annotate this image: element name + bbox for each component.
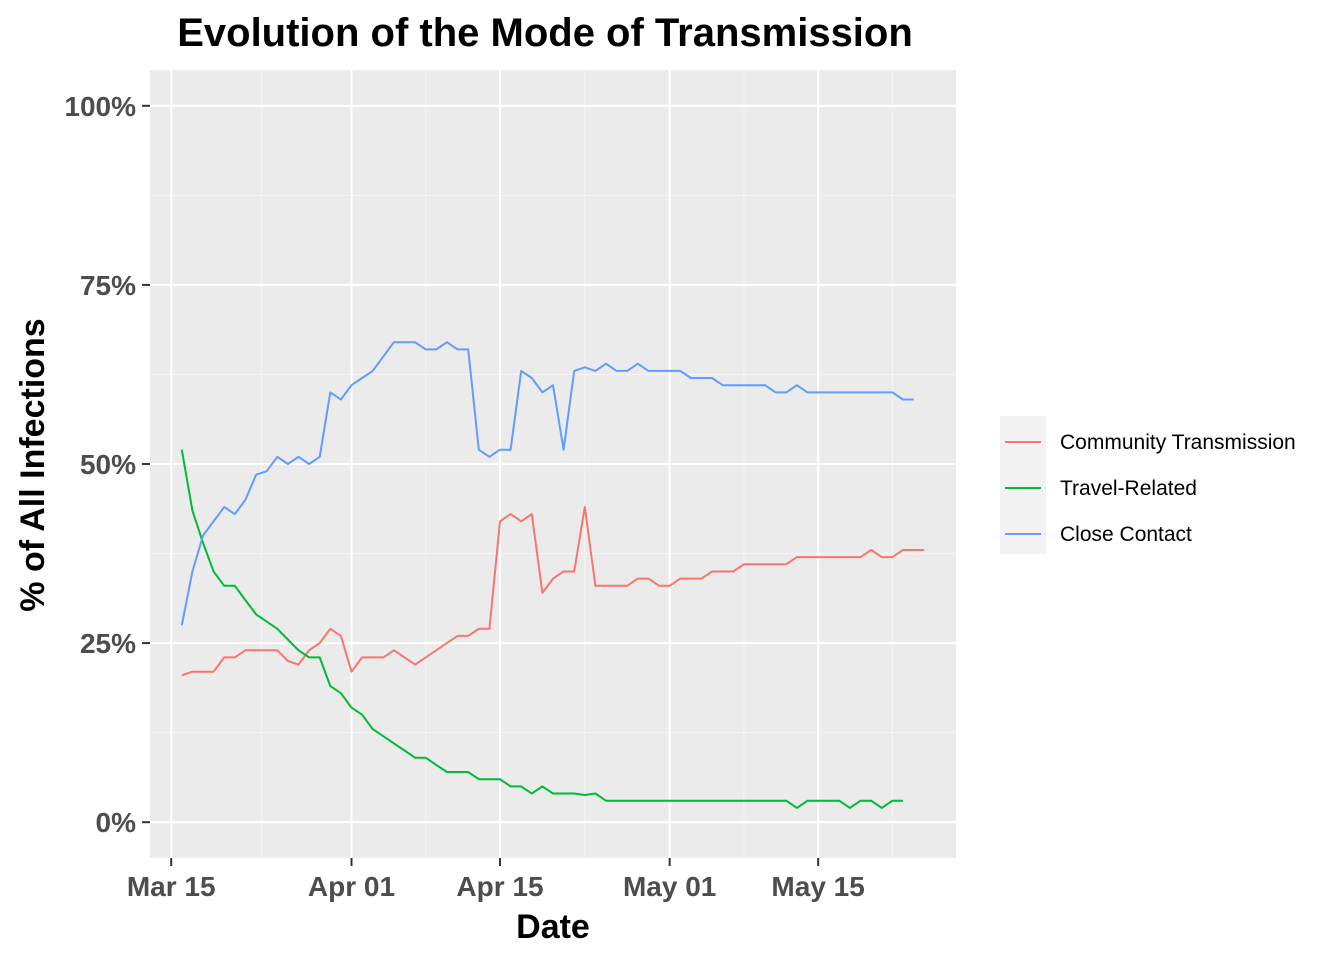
y-tick-label: 0% [96,807,137,838]
legend: Community Transmission Travel-Related Clos… [1000,416,1296,554]
y-tick-label: 25% [80,628,136,659]
series-line-travel-related [180,449,903,809]
legend-key-background [1000,416,1046,554]
legend-label-community-transmission: Community Transmission [1060,431,1296,454]
y-tick-label: 50% [80,449,136,480]
x-tick-label: Mar 15 [127,871,216,902]
x-axis-ticks: Mar 15 Apr 01 Apr 15 May 01 May 15 [127,858,865,902]
x-axis-title: Date [516,908,590,946]
y-axis-ticks: 0% 25% 50% 75% 100% [64,91,150,838]
legend-label-close-contact: Close Contact [1060,523,1192,546]
legend-label-travel-related: Travel-Related [1060,477,1197,500]
y-tick-label: 100% [64,91,136,122]
x-tick-label: Apr 01 [308,871,395,902]
x-tick-label: May 01 [623,871,716,902]
x-tick-label: Apr 15 [456,871,543,902]
major-gridlines [150,70,956,858]
y-tick-label: 75% [80,270,136,301]
series-line-close-contact [180,341,914,626]
x-tick-label: May 15 [771,871,864,902]
series-lines [180,341,925,809]
y-axis-title: % of All Infections [14,318,52,611]
chart-title: Evolution of the Mode of Transmission [177,11,913,55]
